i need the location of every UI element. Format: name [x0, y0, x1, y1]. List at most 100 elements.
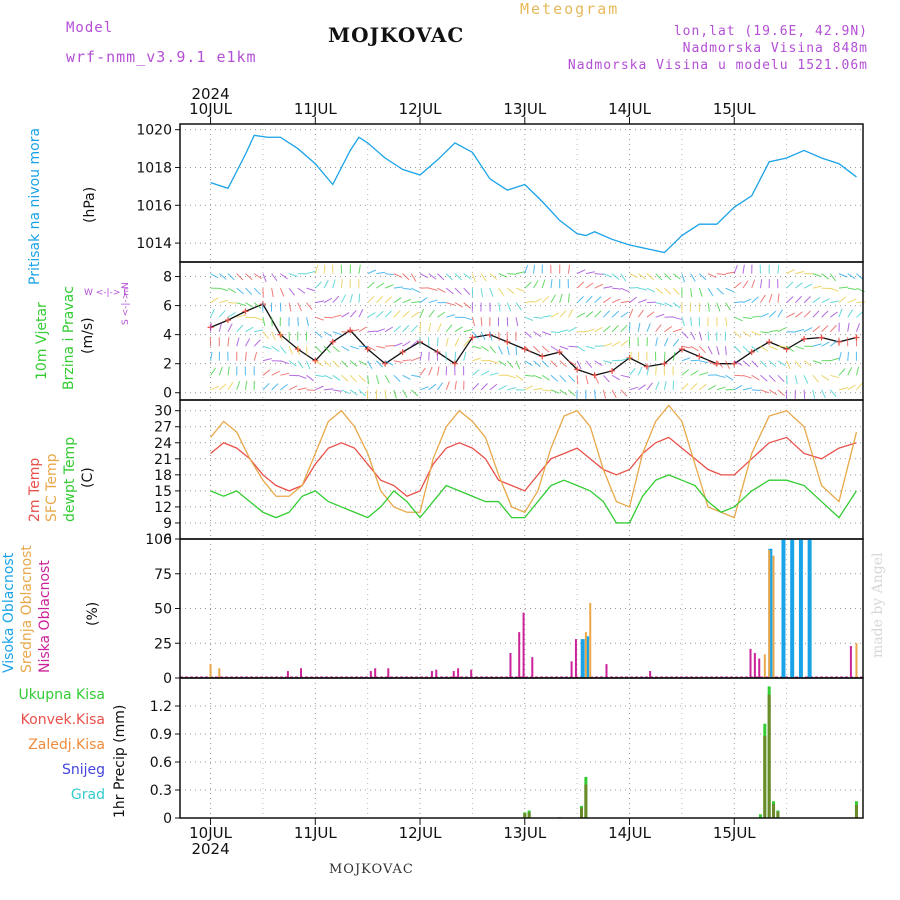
wind-arrow: [245, 316, 255, 319]
wind-arrow: [585, 360, 593, 368]
wind-arrow: [419, 322, 422, 332]
y-tick-label: 9: [163, 516, 172, 532]
wind-arrow: [489, 287, 494, 297]
wind-arrow: [349, 293, 353, 303]
wind-arrow: [297, 302, 302, 312]
wind-arrow: [288, 273, 298, 278]
bottom-year-label: 2024: [191, 840, 229, 858]
wind-arrow: [786, 296, 794, 304]
cloud-bar: [369, 671, 372, 678]
wind-arrow: [637, 366, 643, 376]
wind-arrow: [655, 337, 658, 347]
wind-arrow: [812, 285, 822, 289]
wind-arrow: [227, 382, 234, 391]
wind-arrow: [367, 295, 375, 304]
cloud-bar: [798, 539, 803, 678]
precip-bar: [854, 804, 858, 818]
series-line: [210, 474, 857, 524]
wind-arrow: [567, 264, 571, 274]
wind-arrow: [279, 345, 287, 354]
y-tick-label: 0.9: [150, 727, 172, 743]
wind-speed-marker: [521, 346, 528, 353]
wind-arrow: [358, 293, 361, 303]
wind-arrow: [585, 345, 595, 350]
wind-arrow: [629, 296, 637, 304]
wind-arrow: [620, 389, 628, 397]
wind-speed-marker: [539, 353, 546, 360]
wind-arrow: [821, 374, 830, 381]
precip-bar: [767, 694, 771, 818]
y-tick-label: 75: [154, 567, 172, 583]
wind-arrow: [585, 282, 594, 289]
bottom-day-label: 11JUL: [294, 824, 337, 842]
wind-arrow: [803, 296, 811, 304]
wind-arrow: [541, 279, 546, 289]
wind-arrow: [245, 302, 254, 308]
wind-arrow: [690, 370, 699, 376]
wind-arrow: [646, 366, 650, 376]
wind-arrow: [716, 346, 720, 356]
wind-arrow: [393, 297, 402, 304]
wind-arrow: [506, 360, 514, 369]
wind-arrow: [725, 360, 730, 370]
wind-arrow: [524, 300, 534, 304]
wind-arrow: [254, 329, 264, 333]
wind-arrow: [393, 389, 397, 399]
wind-arrow: [393, 360, 403, 363]
wind-arrow: [245, 273, 253, 281]
wind-arrow: [673, 328, 682, 333]
wind-arrow: [786, 268, 795, 275]
wind-arrow: [341, 374, 349, 382]
wind-arrow: [515, 374, 524, 381]
wind-arrow: [795, 329, 805, 333]
wind-arrow: [376, 295, 384, 304]
wind-arrow: [611, 273, 620, 280]
wind-arrow: [236, 337, 240, 347]
wind-arrow: [288, 360, 297, 367]
wind-arrow: [402, 359, 412, 362]
wind-arrow: [463, 273, 472, 280]
wind-arrow: [533, 374, 543, 380]
wind-arrow: [219, 299, 229, 304]
wind-arrow: [472, 383, 480, 391]
wind-arrow: [594, 375, 600, 384]
wind-arrow: [760, 345, 769, 352]
wind-arrow: [786, 360, 791, 370]
wind-arrow: [637, 351, 640, 361]
wind-arrow: [410, 339, 419, 347]
wind-arrow: [637, 322, 641, 332]
cloud-bar: [855, 643, 858, 678]
wind-arrow: [227, 323, 233, 332]
wind-arrow: [821, 298, 830, 304]
wind-arrow: [655, 324, 662, 333]
wind-arrow: [847, 367, 853, 376]
wind-arrow: [341, 389, 350, 395]
wind-arrow: [812, 374, 819, 383]
cloud-bar: [584, 632, 587, 678]
wind-arrow: [244, 380, 248, 390]
wind-arrow: [323, 345, 331, 353]
wind-arrow: [663, 380, 667, 390]
wind-arrow: [620, 324, 628, 333]
wind-arrow: [550, 389, 560, 394]
wind-arrow: [550, 312, 560, 318]
wind-arrow: [507, 387, 517, 391]
wind-arrow: [629, 386, 639, 391]
y-tick-label: 12: [154, 500, 172, 516]
wind-arrow: [681, 369, 690, 376]
wind-arrow: [794, 375, 798, 385]
wind-arrow: [271, 288, 274, 298]
wind-arrow: [742, 331, 751, 338]
wind-arrow: [244, 351, 247, 361]
wind-arrow: [393, 273, 403, 278]
wind-arrow: [498, 287, 505, 296]
wind-arrow: [515, 317, 519, 327]
wind-arrow: [690, 383, 698, 391]
top-day-label: 12JUL: [399, 100, 442, 118]
wind-arrow: [777, 389, 786, 397]
wind-arrow: [698, 287, 703, 297]
wind-arrow: [602, 389, 607, 399]
wind-arrow: [472, 331, 479, 339]
top-day-label: 10JUL: [189, 100, 232, 118]
wind-arrow: [664, 273, 672, 281]
